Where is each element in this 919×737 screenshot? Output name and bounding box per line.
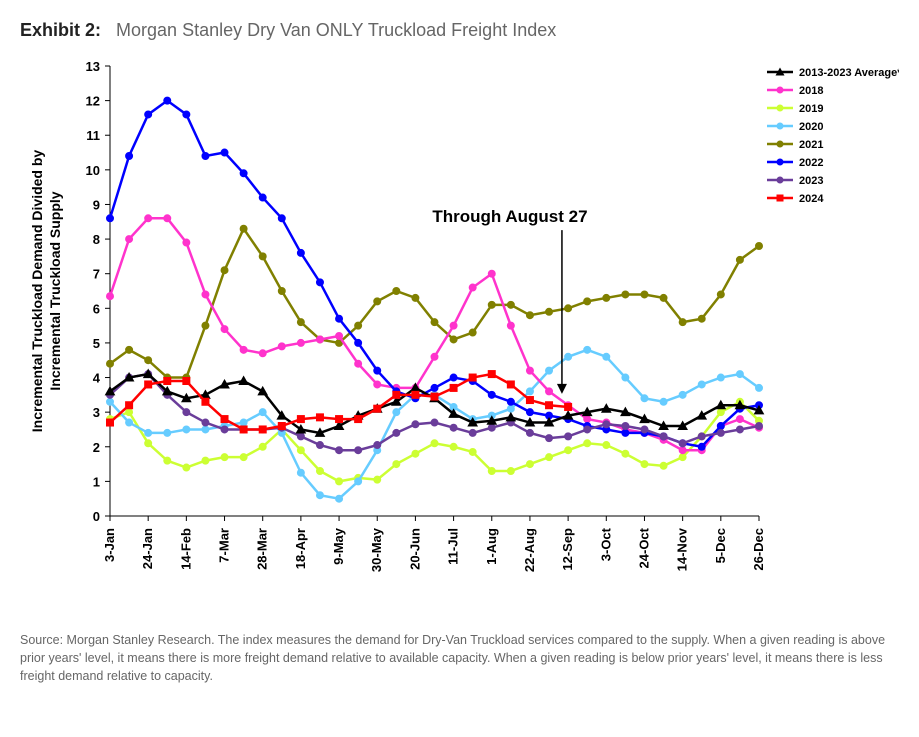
chart-title: Exhibit 2: Morgan Stanley Dry Van ONLY T… — [20, 20, 899, 41]
legend-item: 2023 — [767, 175, 823, 187]
svg-text:5-Dec: 5-Dec — [713, 528, 728, 563]
svg-text:2: 2 — [93, 440, 100, 455]
svg-text:24-Jan: 24-Jan — [140, 528, 155, 569]
chart-area: 0123456789101112133-Jan24-Jan14-Feb7-Mar… — [20, 51, 899, 611]
svg-text:12-Sep: 12-Sep — [560, 528, 575, 571]
svg-text:18-Apr: 18-Apr — [293, 528, 308, 569]
svg-text:3-Jan: 3-Jan — [102, 528, 117, 562]
legend-item: 2021 — [767, 139, 823, 151]
line-chart: 0123456789101112133-Jan24-Jan14-Feb7-Mar… — [20, 51, 899, 611]
legend: 2013-2023 Average* 2018 2019 2020 2021 2022 20… — [767, 67, 899, 205]
legend-item: 2019 — [767, 103, 823, 115]
svg-text:2020: 2020 — [799, 121, 823, 133]
svg-text:2019: 2019 — [799, 103, 823, 115]
svg-text:8: 8 — [93, 232, 100, 247]
svg-text:30-May: 30-May — [369, 527, 384, 572]
legend-item: 2020 — [767, 121, 823, 133]
svg-text:9: 9 — [93, 197, 100, 212]
svg-text:11-Jul: 11-Jul — [446, 528, 461, 565]
source-note: Source: Morgan Stanley Research. The ind… — [20, 631, 890, 685]
svg-text:20-Jun: 20-Jun — [407, 528, 422, 570]
exhibit-subtitle: Morgan Stanley Dry Van ONLY Truckload Fr… — [116, 20, 556, 40]
svg-text:7: 7 — [93, 267, 100, 282]
svg-text:22-Aug: 22-Aug — [522, 528, 537, 572]
svg-text:5: 5 — [93, 336, 100, 351]
svg-text:2021: 2021 — [799, 139, 823, 151]
svg-text:2023: 2023 — [799, 175, 823, 187]
svg-text:Incremental Truckload Supply: Incremental Truckload Supply — [47, 191, 63, 390]
svg-text:9-May: 9-May — [331, 527, 346, 565]
svg-text:Through August 27: Through August 27 — [432, 207, 587, 226]
svg-text:2018: 2018 — [799, 85, 823, 97]
svg-text:2024: 2024 — [799, 193, 824, 205]
svg-text:28-Mar: 28-Mar — [255, 528, 270, 570]
svg-text:4: 4 — [93, 371, 101, 386]
svg-text:2022: 2022 — [799, 157, 823, 169]
series-y2018 — [110, 218, 759, 450]
svg-text:1: 1 — [93, 474, 100, 489]
svg-text:11: 11 — [86, 128, 100, 143]
svg-text:10: 10 — [86, 163, 100, 178]
legend-item: 2018 — [767, 85, 823, 97]
svg-text:2013-2023 Average*: 2013-2023 Average* — [799, 67, 899, 79]
svg-text:0: 0 — [93, 509, 100, 524]
svg-text:3: 3 — [93, 405, 100, 420]
svg-text:12: 12 — [86, 94, 100, 109]
svg-text:13: 13 — [86, 59, 100, 74]
svg-text:Incremental Truckload Demand D: Incremental Truckload Demand Divided by — [29, 150, 45, 433]
svg-text:24-Oct: 24-Oct — [636, 527, 651, 568]
legend-item: 2022 — [767, 157, 823, 169]
svg-text:14-Feb: 14-Feb — [178, 528, 193, 570]
exhibit-label: Exhibit 2: — [20, 20, 101, 40]
legend-item: 2024 — [767, 193, 824, 205]
svg-text:14-Nov: 14-Nov — [675, 527, 690, 571]
svg-text:3-Oct: 3-Oct — [598, 527, 613, 561]
svg-text:26-Dec: 26-Dec — [751, 528, 766, 571]
legend-item: 2013-2023 Average* — [767, 67, 899, 79]
svg-text:6: 6 — [93, 301, 100, 316]
svg-text:7-Mar: 7-Mar — [217, 528, 232, 563]
svg-text:1-Aug: 1-Aug — [484, 528, 499, 565]
